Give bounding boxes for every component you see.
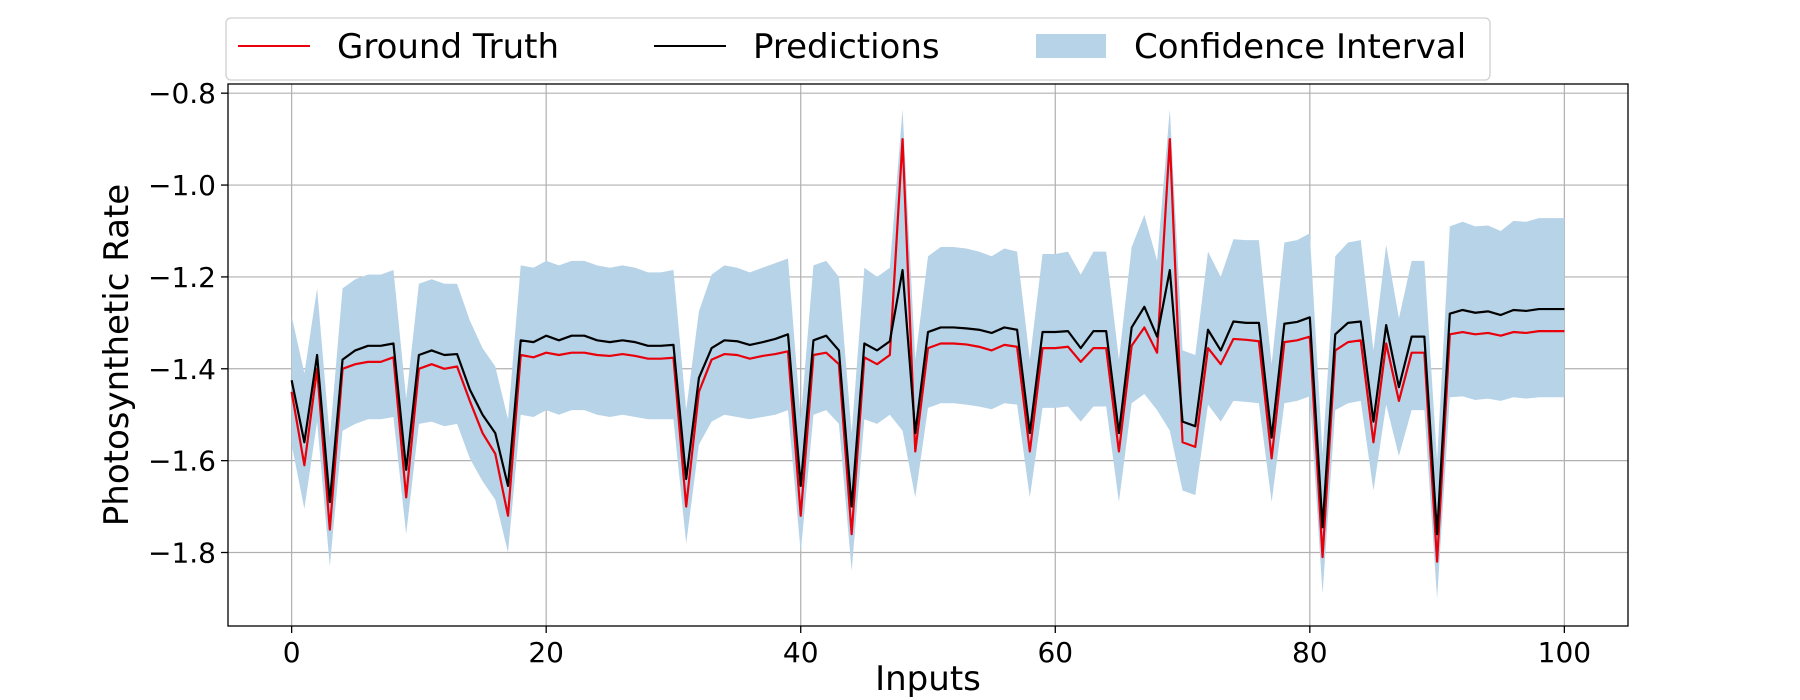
y-tick-label: −1.6 bbox=[148, 445, 216, 478]
y-tick-label: −1.0 bbox=[148, 169, 216, 202]
y-tick-label: −1.4 bbox=[148, 353, 216, 386]
legend-ground-truth-label: Ground Truth bbox=[337, 27, 559, 67]
x-tick-label: 0 bbox=[283, 636, 301, 669]
plot-frame bbox=[227, 83, 1629, 627]
y-tick-label: −1.8 bbox=[148, 537, 216, 570]
y-tick-label: −0.8 bbox=[148, 77, 216, 110]
x-tick-label: 20 bbox=[528, 636, 564, 669]
y-axis-ticks: −1.8 −1.6 −1.4 −1.2 −1.0 −0.8 bbox=[148, 77, 228, 570]
x-tick-label: 60 bbox=[1037, 636, 1073, 669]
legend-predictions-label: Predictions bbox=[753, 27, 940, 67]
y-tick-label: −1.2 bbox=[148, 261, 216, 294]
x-axis-title: Inputs bbox=[875, 659, 981, 699]
predictions-line bbox=[290, 268, 1565, 536]
legend-confidence-interval-swatch bbox=[1036, 34, 1106, 58]
legend: Ground Truth Predictions Confidence Inte… bbox=[225, 17, 1491, 81]
x-axis-ticks: 0 20 40 60 80 100 bbox=[283, 626, 1591, 669]
y-axis-title: Photosynthetic Rate bbox=[97, 184, 137, 526]
ground-truth-line bbox=[290, 138, 1565, 563]
x-tick-label: 80 bbox=[1292, 636, 1328, 669]
series-line-layer bbox=[290, 138, 1565, 563]
legend-confidence-interval-label: Confidence Interval bbox=[1134, 27, 1466, 67]
x-tick-label: 100 bbox=[1538, 636, 1591, 669]
legend-box bbox=[225, 17, 1491, 81]
x-tick-label: 40 bbox=[783, 636, 819, 669]
